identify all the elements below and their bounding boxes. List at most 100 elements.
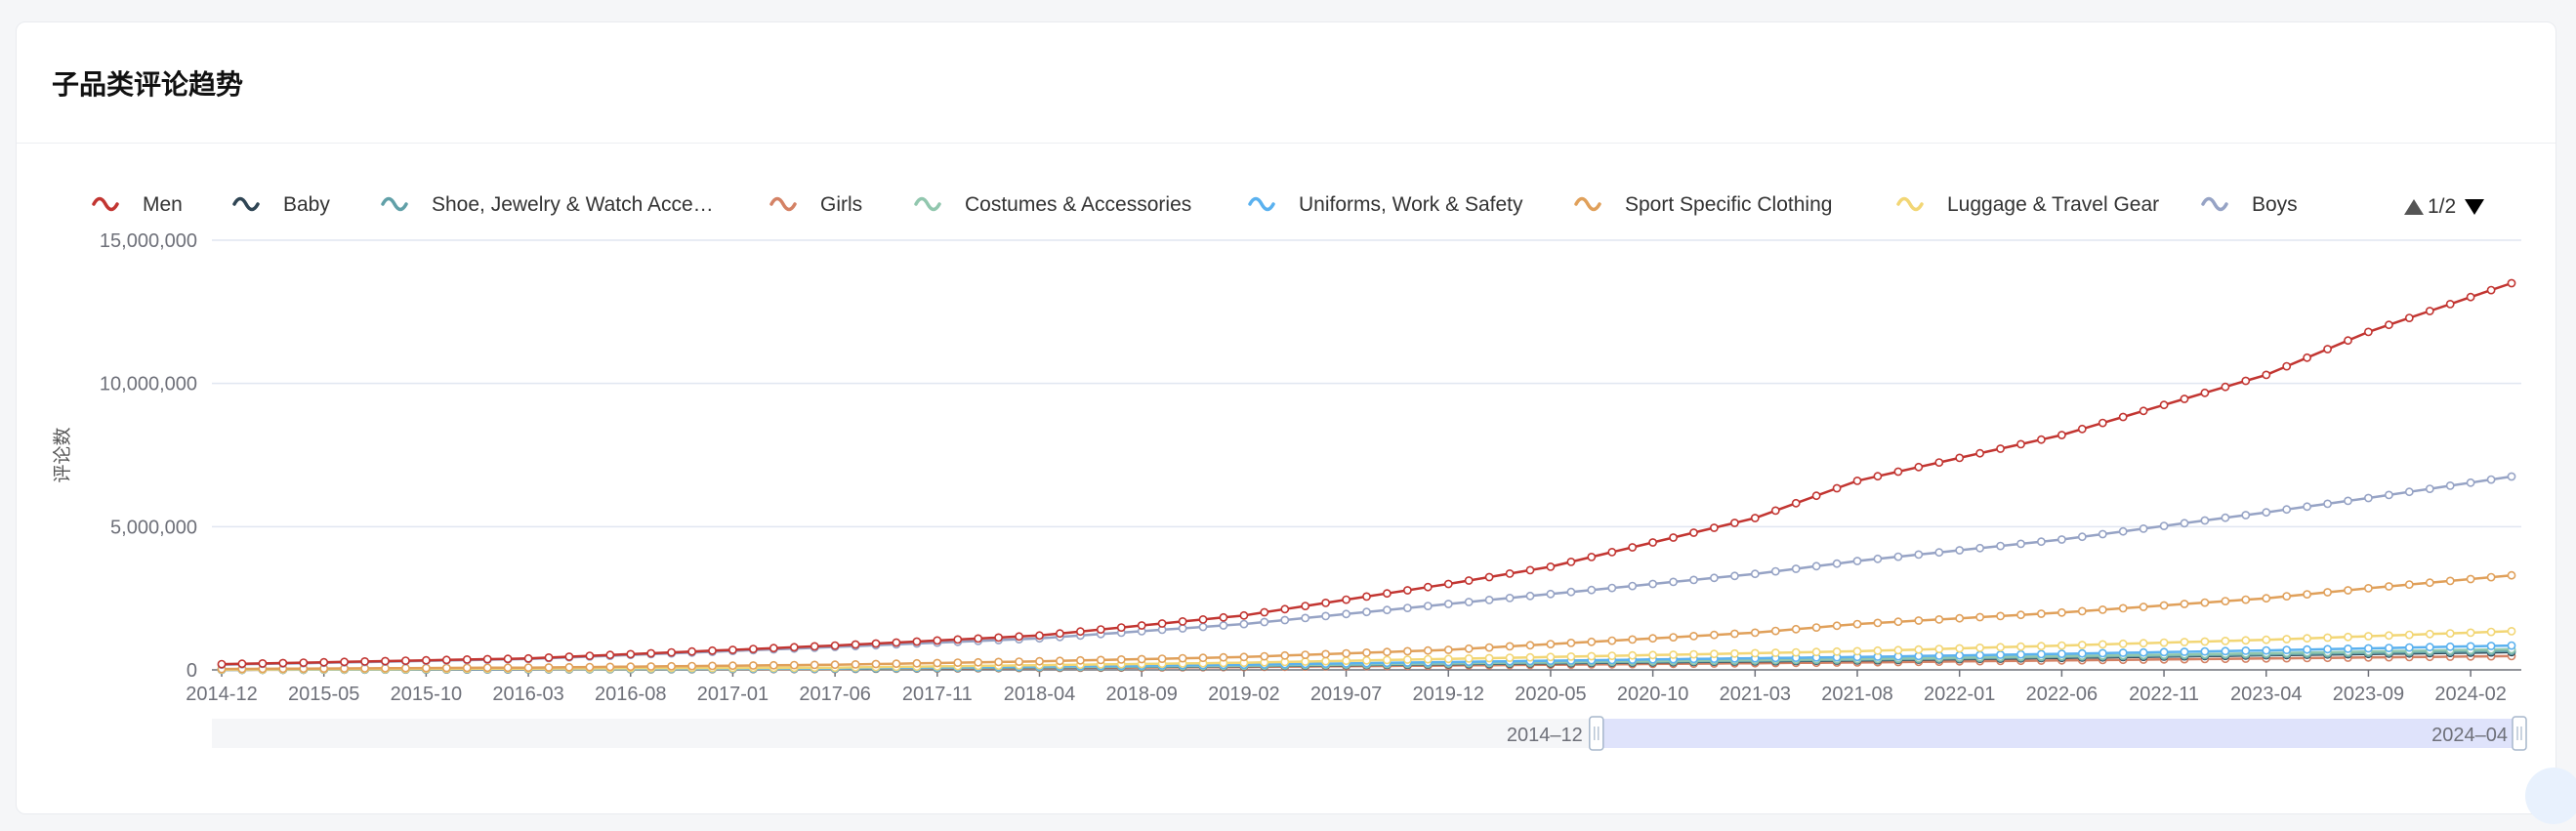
data-point[interactable]	[2344, 336, 2352, 346]
data-point[interactable]	[1056, 656, 1064, 666]
data-point[interactable]	[2404, 580, 2414, 589]
data-point[interactable]	[2036, 435, 2046, 444]
data-point[interactable]	[1832, 559, 1842, 568]
data-point[interactable]	[1443, 645, 1453, 654]
data-point[interactable]	[1443, 579, 1453, 589]
data-point[interactable]	[2323, 644, 2332, 654]
data-point[interactable]	[2077, 424, 2087, 434]
data-point[interactable]	[1219, 612, 1228, 622]
data-point[interactable]	[687, 661, 696, 671]
data-point[interactable]	[2344, 632, 2352, 642]
data-point[interactable]	[789, 643, 799, 652]
data-point[interactable]	[2466, 628, 2475, 638]
data-point[interactable]	[1342, 609, 1350, 619]
data-point[interactable]	[1484, 643, 1494, 652]
data-point[interactable]	[1730, 571, 1739, 581]
legend-item[interactable]: Sport Specific Clothing	[1574, 193, 1832, 216]
data-point[interactable]	[1873, 554, 1883, 563]
data-point[interactable]	[1628, 650, 1638, 660]
data-point[interactable]	[2323, 345, 2332, 353]
data-point[interactable]	[1403, 646, 1412, 656]
data-point[interactable]	[1750, 514, 1760, 522]
data-point[interactable]	[1710, 630, 1719, 640]
data-point[interactable]	[1873, 472, 1883, 481]
data-point[interactable]	[1116, 655, 1126, 664]
data-point[interactable]	[564, 652, 574, 661]
data-point[interactable]	[1832, 621, 1842, 631]
data-point[interactable]	[1811, 623, 1821, 632]
zoom-end-handle[interactable]	[2512, 716, 2527, 751]
data-point[interactable]	[1955, 613, 1965, 623]
data-point[interactable]	[1301, 650, 1310, 659]
data-point[interactable]	[1546, 562, 1556, 571]
data-point[interactable]	[585, 662, 595, 672]
data-point[interactable]	[1198, 615, 1208, 624]
data-point[interactable]	[2118, 526, 2128, 536]
data-point[interactable]	[2303, 502, 2311, 512]
data-point[interactable]	[1750, 569, 1760, 579]
data-point[interactable]	[2036, 537, 2046, 547]
data-point[interactable]	[1464, 576, 1474, 585]
data-point[interactable]	[1811, 491, 1821, 501]
data-point[interactable]	[728, 661, 737, 671]
data-point[interactable]	[2241, 595, 2251, 604]
data-point[interactable]	[2098, 640, 2107, 649]
data-point[interactable]	[1403, 603, 1412, 612]
legend-item[interactable]: Uniforms, Work & Safety	[1248, 193, 1523, 216]
data-point[interactable]	[1260, 651, 1269, 661]
data-point[interactable]	[2363, 632, 2373, 641]
data-point[interactable]	[462, 655, 472, 664]
data-point[interactable]	[2445, 576, 2455, 586]
data-point[interactable]	[708, 645, 717, 655]
data-point[interactable]	[2466, 642, 2475, 651]
data-point[interactable]	[1873, 618, 1883, 628]
data-point[interactable]	[2262, 645, 2271, 655]
data-point[interactable]	[2180, 600, 2189, 608]
data-point[interactable]	[2262, 635, 2271, 644]
data-point[interactable]	[667, 647, 676, 657]
data-point[interactable]	[1137, 621, 1146, 630]
data-point[interactable]	[1607, 651, 1617, 660]
data-point[interactable]	[2118, 639, 2128, 648]
data-point[interactable]	[1669, 533, 1678, 542]
data-point[interactable]	[1791, 564, 1801, 573]
data-point[interactable]	[1852, 646, 1862, 656]
data-point[interactable]	[1321, 649, 1330, 659]
data-point[interactable]	[1260, 607, 1269, 617]
data-point[interactable]	[1832, 483, 1842, 493]
data-point[interactable]	[2303, 634, 2311, 644]
data-point[interactable]	[974, 657, 983, 667]
zoom-window[interactable]	[1596, 719, 2519, 748]
data-point[interactable]	[585, 651, 595, 660]
data-point[interactable]	[2180, 519, 2189, 528]
data-point[interactable]	[2221, 382, 2230, 392]
data-point[interactable]	[2262, 508, 2271, 518]
data-point[interactable]	[1955, 453, 1965, 463]
data-point[interactable]	[1505, 642, 1515, 651]
data-point[interactable]	[2507, 472, 2516, 481]
data-point[interactable]	[851, 640, 860, 649]
data-point[interactable]	[2282, 635, 2292, 644]
data-point[interactable]	[1996, 444, 2006, 453]
data-point[interactable]	[1689, 528, 1698, 537]
data-point[interactable]	[2016, 642, 2025, 651]
data-point[interactable]	[319, 657, 329, 667]
data-point[interactable]	[851, 660, 860, 669]
data-point[interactable]	[278, 658, 288, 668]
data-point[interactable]	[2077, 641, 2087, 649]
data-point[interactable]	[2200, 598, 2210, 607]
data-point[interactable]	[1893, 552, 1903, 561]
zoom-start-handle[interactable]	[1589, 716, 1604, 751]
legend-item[interactable]: Boys	[2201, 193, 2298, 216]
data-point[interactable]	[912, 658, 922, 668]
data-point[interactable]	[544, 663, 554, 672]
data-point[interactable]	[462, 663, 472, 673]
legend-prev-arrow-icon[interactable]	[2404, 199, 2424, 215]
data-point[interactable]	[360, 657, 369, 666]
data-point[interactable]	[1137, 654, 1146, 664]
chart-legend[interactable]: Men Baby Shoe, Jewelry & Watch Acce… Girls C…	[92, 193, 2298, 216]
data-point[interactable]	[912, 637, 922, 646]
data-point[interactable]	[1280, 615, 1290, 625]
data-point[interactable]	[1464, 654, 1474, 663]
data-point[interactable]	[1689, 649, 1698, 659]
